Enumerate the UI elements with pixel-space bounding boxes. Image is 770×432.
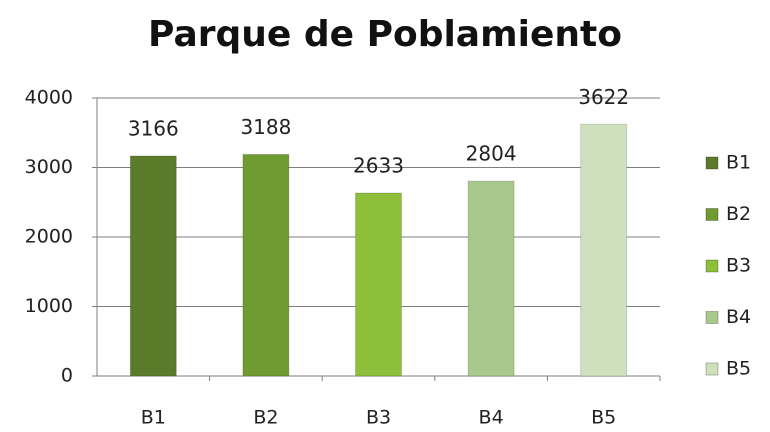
legend-swatch <box>705 362 719 376</box>
bar <box>580 123 628 377</box>
data-label: 2633 <box>353 154 404 178</box>
data-label: 3188 <box>240 115 291 139</box>
y-tick-label: 2000 <box>25 226 73 248</box>
legend-swatch <box>705 311 719 324</box>
legend-label: B4 <box>726 306 751 328</box>
x-tick-label: B5 <box>591 407 616 429</box>
data-label: 3166 <box>128 116 179 140</box>
bar <box>242 153 290 377</box>
legend-swatch <box>705 208 719 221</box>
x-tick-label: B4 <box>479 407 504 429</box>
legend-label: B2 <box>726 203 751 225</box>
x-tick-label: B2 <box>253 407 278 429</box>
y-tick-label: 3000 <box>25 156 73 178</box>
x-tick-label: B1 <box>141 407 166 429</box>
y-tick-label: 0 <box>61 365 73 387</box>
chart-title: Parque de Poblamiento <box>148 14 622 55</box>
x-tick-label: B3 <box>366 407 391 429</box>
data-label: 3622 <box>578 85 629 109</box>
legend-swatch <box>705 259 719 273</box>
legend-label: B1 <box>726 152 751 174</box>
bar <box>129 155 177 377</box>
data-label: 2804 <box>466 142 517 166</box>
legend-label: B5 <box>726 358 751 380</box>
y-tick-label: 1000 <box>25 295 73 317</box>
bar <box>467 180 515 377</box>
y-tick-label: 4000 <box>25 87 73 109</box>
legend-label: B3 <box>726 255 751 277</box>
legend-swatch <box>705 156 719 170</box>
bar <box>355 192 402 377</box>
